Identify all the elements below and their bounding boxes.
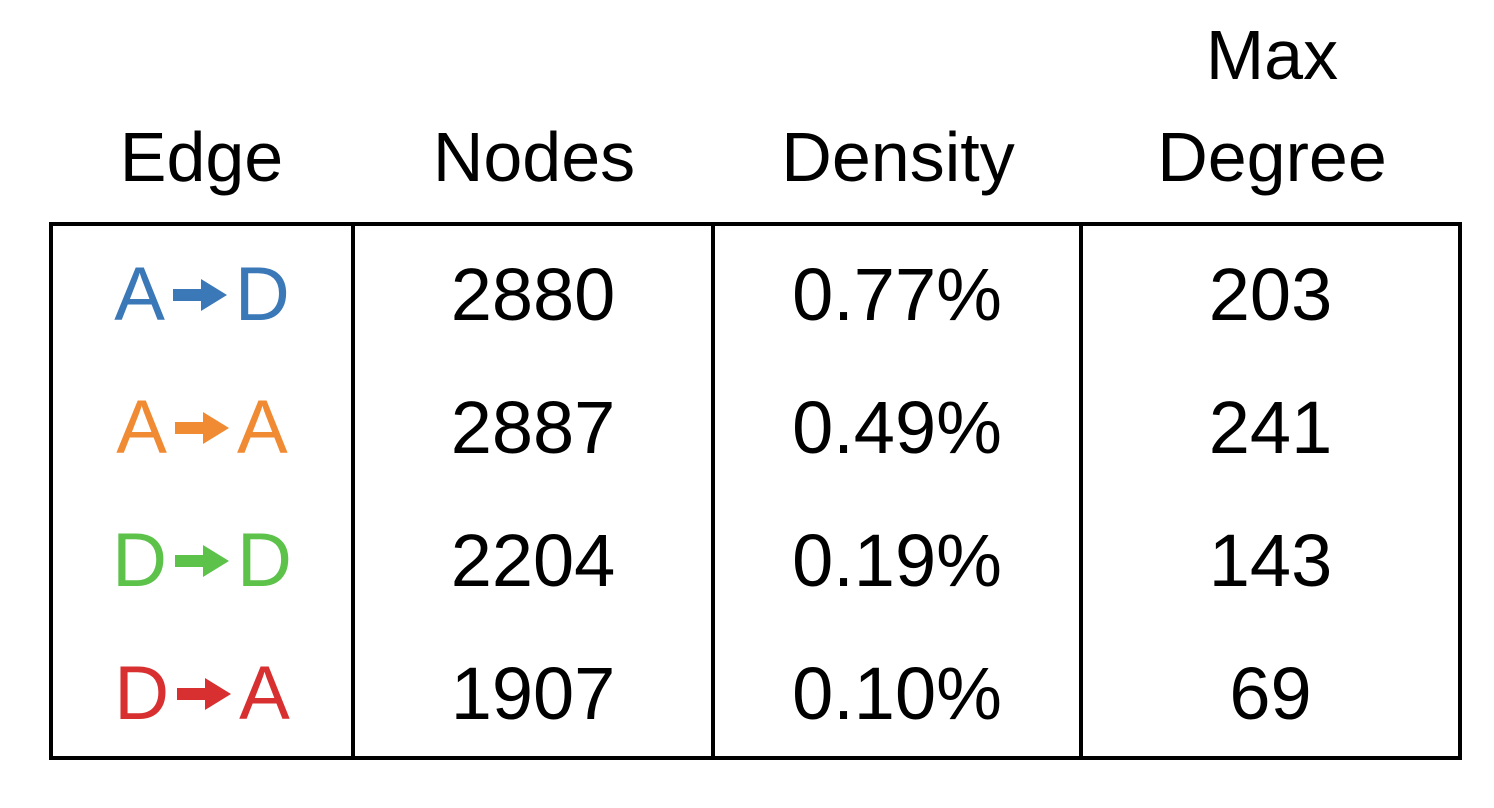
column-divider xyxy=(351,222,355,760)
table-frame xyxy=(49,222,1462,760)
right-arrow-icon xyxy=(175,674,233,714)
right-arrow-icon xyxy=(173,541,231,581)
edge-from-label: D xyxy=(112,518,167,603)
nodes-cell: 2880 xyxy=(450,253,616,336)
edge-from-label: D xyxy=(114,651,170,736)
density-cell: 0.49% xyxy=(792,386,1002,469)
nodes-cell: 2204 xyxy=(450,519,616,602)
right-arrow-icon xyxy=(173,408,231,448)
right-arrow-icon xyxy=(171,275,229,315)
header-edge: Edge xyxy=(119,118,284,196)
nodes-cell: 1907 xyxy=(450,652,616,735)
edge-to-label: D xyxy=(237,518,292,603)
max-degree-cell: 203 xyxy=(1208,253,1333,336)
max-degree-cell: 143 xyxy=(1208,519,1333,602)
density-cell: 0.10% xyxy=(792,652,1002,735)
header-nodes: Nodes xyxy=(432,118,636,196)
edge-from-label: A xyxy=(114,252,165,337)
edge-to-label: A xyxy=(237,385,288,470)
density-cell: 0.77% xyxy=(792,253,1002,336)
column-divider xyxy=(711,222,715,760)
max-degree-cell: 69 xyxy=(1229,652,1312,735)
header-density: Density xyxy=(781,118,1015,196)
edge-to-label: A xyxy=(239,651,290,736)
density-cell: 0.19% xyxy=(792,519,1002,602)
column-divider xyxy=(1079,222,1083,760)
max-degree-cell: 241 xyxy=(1208,386,1333,469)
nodes-cell: 2887 xyxy=(450,386,616,469)
header-max-degree: Max Degree xyxy=(1157,16,1387,196)
edge-from-label: A xyxy=(116,385,167,470)
edge-to-label: D xyxy=(234,252,290,337)
